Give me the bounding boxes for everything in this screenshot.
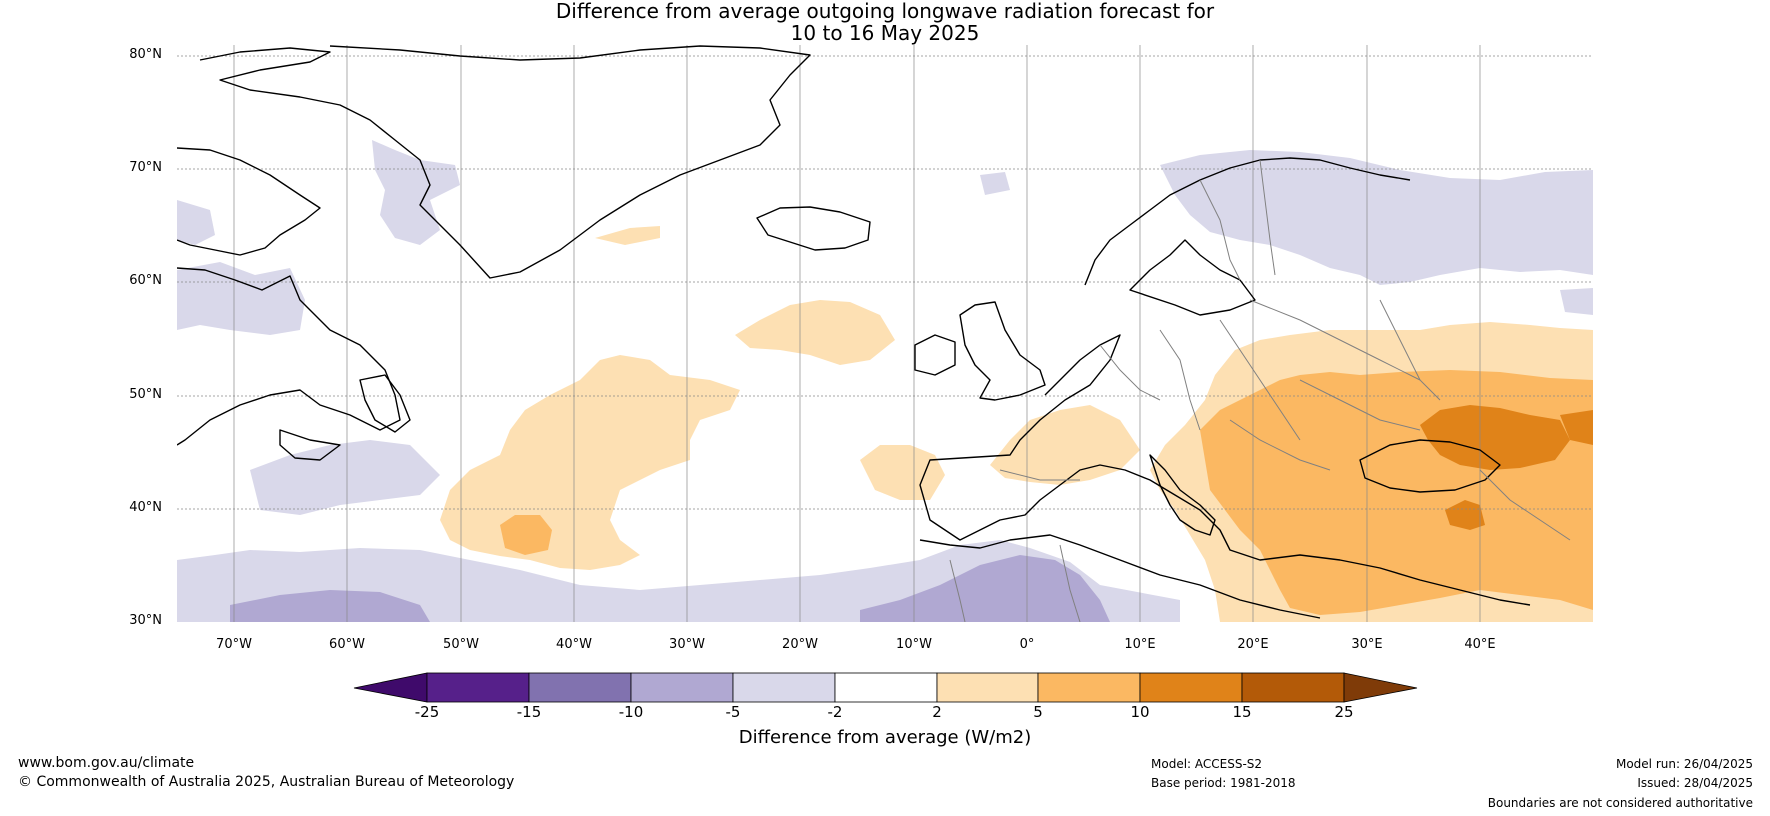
iceland-coast <box>756 206 871 251</box>
labrador-coast <box>177 267 401 446</box>
anomaly-purple-light-iceland-sea <box>980 172 1010 195</box>
colorbar-tick-label: -5 <box>725 703 741 721</box>
lon-label: 40°E <box>1464 637 1496 652</box>
anomaly-purple-light-west <box>177 262 305 335</box>
lon-label: 20°W <box>782 637 818 652</box>
border-line <box>999 469 1080 481</box>
border-line <box>1249 299 1421 381</box>
meridians <box>233 45 1481 622</box>
colorbar-tick-label: 25 <box>1334 703 1354 721</box>
lat-label: 50°N <box>129 387 162 402</box>
colorbar-swatch <box>834 672 938 703</box>
north-africa-coast <box>919 534 1321 619</box>
norway-coast <box>1084 157 1411 286</box>
colorbar-swatch <box>630 672 734 703</box>
lon-label: 10°W <box>896 637 932 652</box>
map-title: Difference from average outgoing longwav… <box>0 0 1770 44</box>
anomaly-purple-medium-sw <box>230 590 430 622</box>
title-line-2: 10 to 16 May 2025 <box>790 21 980 45</box>
lon-label: 30°W <box>669 637 705 652</box>
anomaly-purple-light-east-small <box>1560 288 1593 315</box>
black-sea-coast <box>1359 439 1501 493</box>
nova-scotia-coast <box>279 429 341 461</box>
footer-model: Model: ACCESS-S2 <box>1151 757 1263 771</box>
colorbar-tick-label: 10 <box>1130 703 1150 721</box>
border-line <box>1259 159 1276 276</box>
border-line <box>1379 299 1441 401</box>
colorbar-swatch <box>528 672 632 703</box>
colorbar-tick-label: -25 <box>414 703 440 721</box>
anomaly-orange-medium-atlantic <box>500 515 552 555</box>
colorbar-swatch <box>426 672 530 703</box>
border-line <box>1299 379 1421 431</box>
border-line <box>1199 179 1241 281</box>
lat-label: 30°N <box>129 613 162 628</box>
anomaly-orange-dark-turkey <box>1445 500 1485 530</box>
footer-model-run: Model run: 26/04/2025 <box>1615 757 1753 771</box>
anomaly-fields <box>177 140 1593 622</box>
lat-label: 80°N <box>129 47 162 62</box>
anomaly-purple-light-greenland <box>372 140 460 245</box>
lat-label: 60°N <box>129 273 162 288</box>
border-line <box>1059 544 1081 622</box>
lon-label: 10°E <box>1124 637 1156 652</box>
lon-label: 30°E <box>1351 637 1383 652</box>
britain-coast <box>959 301 1046 401</box>
colorbar-swatch <box>1139 672 1243 703</box>
colorbar-tick-label: -10 <box>618 703 644 721</box>
colorbar-tick-label: -2 <box>827 703 843 721</box>
footer-disclaimer: Boundaries are not considered authoritat… <box>1487 796 1753 810</box>
footer-base-period: Base period: 1981-2018 <box>1151 776 1296 790</box>
border-line <box>1219 319 1301 441</box>
colorbar-arrow-high <box>1343 672 1418 703</box>
border-line <box>1479 469 1571 541</box>
anomaly-orange-dark-black-sea <box>1420 405 1570 470</box>
title-line-1: Difference from average outgoing longwav… <box>555 0 1215 23</box>
ireland-coast <box>914 334 956 376</box>
baltic-coast <box>1129 239 1256 316</box>
colorbar-tick-label: -15 <box>516 703 542 721</box>
graticule <box>177 45 1593 622</box>
lat-label: 70°N <box>129 160 162 175</box>
lon-label: 0° <box>1019 637 1035 652</box>
colorbar-tick-label: 5 <box>1033 703 1043 721</box>
anomaly-purple-light-scandinavia <box>1160 150 1593 285</box>
coastlines <box>177 45 1531 619</box>
lon-label: 60°W <box>329 637 365 652</box>
lon-label: 20°E <box>1237 637 1269 652</box>
border-line <box>1099 344 1161 401</box>
anomaly-purple-medium-africa <box>860 555 1110 622</box>
border-line <box>1229 419 1331 471</box>
border-line <box>1159 329 1201 431</box>
colorbar-swatch <box>936 672 1039 703</box>
anomaly-orange-light-greenland-sea <box>595 226 660 245</box>
baffin-coast <box>177 147 321 256</box>
lat-label: 40°N <box>129 500 162 515</box>
colorbar-swatch <box>1241 672 1345 703</box>
anomaly-orange-light-north-atlantic <box>735 300 895 365</box>
colorbar-arrow-low <box>353 672 428 703</box>
colorbar-swatch <box>732 672 836 703</box>
colorbar-tick-label: 2 <box>932 703 942 721</box>
lon-label: 50°W <box>443 637 479 652</box>
anomaly-orange-dark-east <box>1560 410 1593 445</box>
colorbar-title: Difference from average (W/m2) <box>738 727 1032 748</box>
country-borders <box>949 159 1571 622</box>
border-line <box>949 559 966 622</box>
footer-issued: Issued: 28/04/2025 <box>1637 776 1753 790</box>
colorbar <box>353 672 1418 703</box>
lon-label: 40°W <box>556 637 592 652</box>
colorbar-tick-label: 15 <box>1232 703 1252 721</box>
italy-coast <box>1149 454 1216 536</box>
footer-copyright: © Commonwealth of Australia 2025, Austra… <box>18 774 515 790</box>
newfoundland-coast <box>359 374 411 433</box>
anomaly-purple-light-canada <box>177 200 215 245</box>
europe-atlantic-coast <box>919 334 1531 606</box>
lon-label: 70°W <box>216 637 252 652</box>
greenland-coast <box>199 45 811 279</box>
footer-website: www.bom.gov.au/climate <box>18 755 195 771</box>
colorbar-swatch <box>1037 672 1141 703</box>
anomaly-orange-light-mid <box>860 445 945 500</box>
